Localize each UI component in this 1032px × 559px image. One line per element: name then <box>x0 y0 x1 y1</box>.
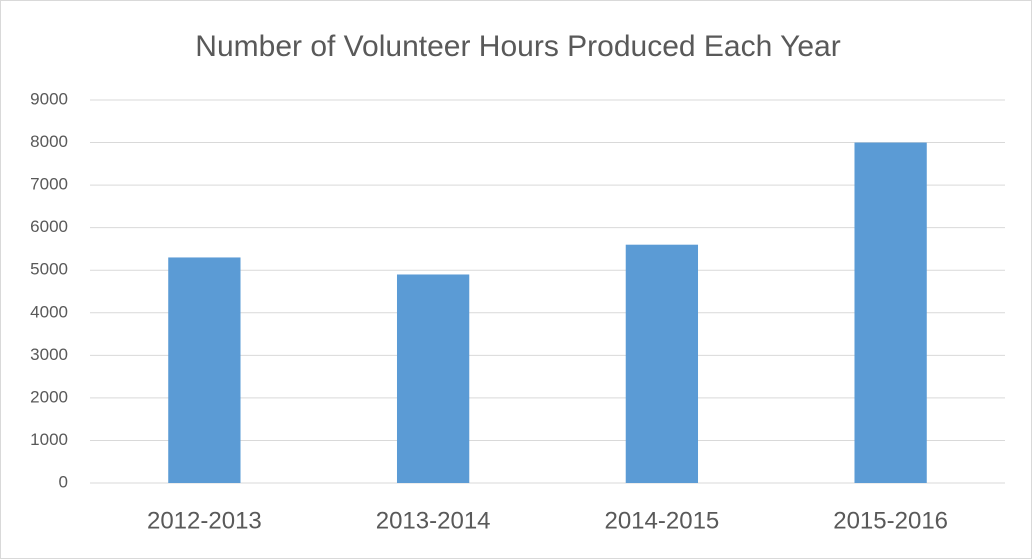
bar <box>168 257 241 483</box>
bar <box>854 142 927 484</box>
y-tick-label: 2000 <box>30 387 68 406</box>
y-tick-label: 0 <box>59 472 68 491</box>
chart-title: Number of Volunteer Hours Produced Each … <box>195 30 840 63</box>
x-tick-label: 2012-2013 <box>147 507 262 534</box>
y-tick-label: 1000 <box>30 430 68 449</box>
x-tick-label: 2013-2014 <box>376 507 491 534</box>
y-tick-label: 4000 <box>30 302 68 321</box>
y-tick-label: 6000 <box>30 217 68 236</box>
x-tick-label: 2014-2015 <box>604 507 719 534</box>
y-tick-label: 9000 <box>30 89 68 108</box>
y-tick-label: 5000 <box>30 260 68 279</box>
bar <box>396 274 470 483</box>
y-tick-label: 3000 <box>30 345 68 364</box>
bar <box>625 244 699 483</box>
y-tick-label: 8000 <box>30 132 68 151</box>
y-tick-label: 7000 <box>30 175 68 194</box>
x-tick-label: 2015-2016 <box>833 507 948 534</box>
